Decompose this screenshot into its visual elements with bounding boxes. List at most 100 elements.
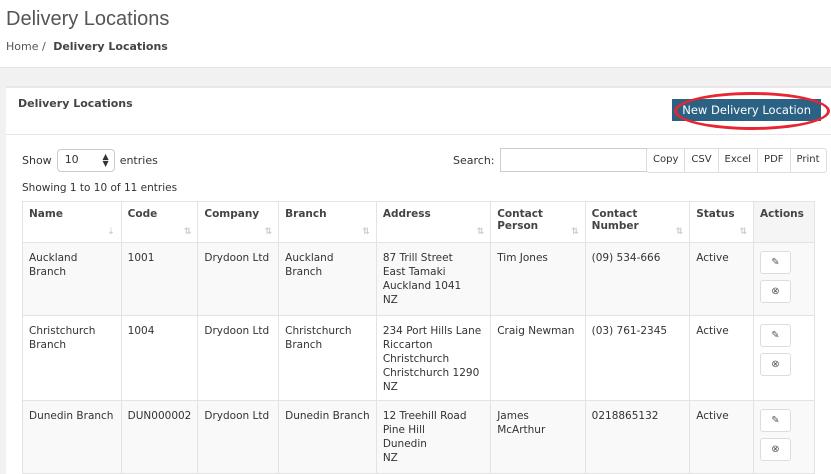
excel-button[interactable]: Excel bbox=[719, 149, 759, 172]
breadcrumb: Home / Delivery Locations bbox=[6, 40, 168, 53]
cell-address: 12 Treehill Road Pine Hill Dunedin NZ bbox=[375, 400, 492, 474]
sort-icon: ⇣ bbox=[107, 227, 115, 237]
table-row: Dunedin Branch DUN000002 Drydoon Ltd Dunedi… bbox=[22, 400, 815, 474]
delivery-locations-table: Name ⇣ Code ⇅ Company ⇅ Branch ⇅ Address ⇅ Contact… bbox=[22, 201, 815, 474]
column-header-contact-person[interactable]: Contact Person ⇅ bbox=[490, 201, 586, 243]
address-line: NZ bbox=[382, 452, 398, 464]
csv-button[interactable]: CSV bbox=[685, 149, 719, 172]
remove-circle-icon: ⊗ bbox=[771, 358, 780, 370]
column-header-name[interactable]: Name ⇣ bbox=[22, 201, 122, 243]
cell-contact-number: (03) 761-2345 bbox=[584, 315, 691, 401]
cell-company: Drydoon Ltd bbox=[197, 315, 280, 401]
column-label: Branch bbox=[285, 208, 327, 220]
column-header-address[interactable]: Address ⇅ bbox=[375, 201, 492, 243]
cell-address: 234 Port Hills Lane Riccarton Christchurch… bbox=[375, 315, 492, 401]
column-label: Actions bbox=[760, 208, 804, 220]
remove-circle-icon: ⊗ bbox=[771, 285, 780, 297]
cell-branch: Christchurch Branch bbox=[278, 315, 377, 401]
search-input[interactable] bbox=[499, 148, 647, 172]
sort-icon: ⇅ bbox=[675, 227, 684, 237]
entries-label: entries bbox=[119, 154, 158, 167]
page-title: Delivery Locations bbox=[6, 8, 170, 30]
cell-contact-number: 0218865132 bbox=[584, 400, 691, 474]
cell-branch: Dunedin Branch bbox=[278, 400, 377, 474]
remove-circle-icon: ⊗ bbox=[771, 443, 780, 455]
cell-company: Drydoon Ltd bbox=[197, 400, 280, 474]
cell-actions: ✎ ⊗ bbox=[753, 400, 815, 474]
edit-icon: ✎ bbox=[771, 414, 780, 426]
column-header-branch[interactable]: Branch ⇅ bbox=[278, 201, 377, 243]
address-line: East Tamaki bbox=[382, 266, 446, 278]
delete-button[interactable]: ⊗ bbox=[760, 438, 791, 461]
address-line: Christchurch 1290 bbox=[382, 367, 480, 379]
cell-company: Drydoon Ltd bbox=[197, 242, 280, 316]
pdf-button[interactable]: PDF bbox=[758, 149, 791, 172]
show-label: Show bbox=[22, 154, 52, 167]
column-label: Contact Person bbox=[497, 208, 543, 232]
address-line: Riccarton bbox=[382, 339, 433, 351]
delete-button[interactable]: ⊗ bbox=[760, 353, 791, 376]
cell-contact-person: Craig Newman bbox=[490, 315, 586, 401]
edit-button[interactable]: ✎ bbox=[760, 251, 791, 274]
cell-code: 1001 bbox=[120, 242, 199, 316]
panel-title: Delivery Locations bbox=[18, 97, 133, 110]
address-line: 87 Trill Street bbox=[382, 252, 453, 264]
print-button[interactable]: Print bbox=[796, 154, 820, 165]
sort-icon: ⇅ bbox=[264, 227, 273, 237]
table-info: Showing 1 to 10 of 11 entries bbox=[22, 182, 178, 194]
sort-icon: ⇅ bbox=[362, 227, 370, 237]
breadcrumb-home[interactable]: Home bbox=[6, 40, 39, 53]
copy-button[interactable]: Copy bbox=[647, 149, 686, 172]
address-line: 234 Port Hills Lane bbox=[382, 325, 482, 337]
page-size-control: Show 10 ▲ ▼ entries bbox=[22, 149, 158, 172]
address-line: Auckland 1041 bbox=[382, 280, 462, 292]
search-label: Search: bbox=[453, 153, 495, 167]
column-label: Name bbox=[29, 208, 63, 220]
address-line: Pine Hill bbox=[382, 424, 425, 436]
column-label: Contact Number bbox=[591, 208, 639, 232]
address-line: NZ bbox=[382, 381, 398, 393]
column-label: Code bbox=[127, 208, 158, 220]
breadcrumb-current: Delivery Locations bbox=[53, 40, 168, 53]
search-control: Search: bbox=[453, 148, 647, 172]
column-header-status[interactable]: Status ⇅ bbox=[689, 201, 754, 243]
column-header-contact-number[interactable]: Contact Number ⇅ bbox=[584, 201, 691, 243]
column-header-code[interactable]: Code ⇅ bbox=[120, 201, 199, 243]
cell-status: Active bbox=[689, 242, 754, 316]
updown-arrow-icon: ▲ ▼ bbox=[102, 152, 109, 168]
delete-button[interactable]: ⊗ bbox=[760, 280, 791, 303]
column-label: Address bbox=[382, 208, 431, 220]
sort-icon: ⇅ bbox=[476, 227, 485, 237]
cell-actions: ✎ ⊗ bbox=[753, 242, 815, 316]
cell-name: Auckland Branch bbox=[22, 242, 122, 316]
cell-code: DUN000002 bbox=[120, 400, 199, 474]
sort-icon: ⇅ bbox=[183, 227, 192, 237]
table-row: Auckland Branch 1001 Drydoon Ltd Auckland B… bbox=[22, 242, 815, 316]
table-row: Christchurch Branch 1004 Drydoon Ltd Christ… bbox=[22, 315, 815, 401]
sort-icon: ⇅ bbox=[571, 227, 579, 237]
cell-contact-person: James McArthur bbox=[490, 400, 586, 474]
cell-contact-person: Tim Jones bbox=[490, 242, 586, 316]
column-header-company[interactable]: Company ⇅ bbox=[197, 201, 280, 243]
delivery-locations-panel: Delivery Locations New Delivery Location… bbox=[6, 86, 831, 474]
cell-status: Active bbox=[689, 315, 754, 401]
cell-status: Active bbox=[689, 400, 754, 474]
page-header: Delivery Locations Home / Delivery Locat… bbox=[0, 0, 831, 68]
address-line: Dunedin bbox=[382, 438, 427, 450]
edit-button[interactable]: ✎ bbox=[760, 409, 791, 432]
cell-code: 1004 bbox=[120, 315, 199, 401]
cell-branch: Auckland Branch bbox=[278, 242, 377, 316]
cell-contact-number: (09) 534-666 bbox=[584, 242, 691, 316]
column-header-actions: Actions bbox=[753, 201, 815, 243]
edit-button[interactable]: ✎ bbox=[760, 324, 791, 347]
sort-icon: ⇅ bbox=[739, 227, 747, 237]
address-line: 12 Treehill Road bbox=[382, 410, 467, 422]
cell-address: 87 Trill Street East Tamaki Auckland 1041 N… bbox=[375, 242, 492, 316]
column-label: Status bbox=[696, 208, 735, 220]
page-size-select[interactable]: 10 ▲ ▼ bbox=[56, 149, 115, 172]
cell-actions: ✎ ⊗ bbox=[753, 315, 815, 401]
cell-name: Christchurch Branch bbox=[22, 315, 122, 401]
column-label: Company bbox=[204, 208, 260, 220]
edit-icon: ✎ bbox=[771, 329, 780, 341]
export-buttons: Copy CSV Excel PDF Print bbox=[646, 148, 827, 173]
